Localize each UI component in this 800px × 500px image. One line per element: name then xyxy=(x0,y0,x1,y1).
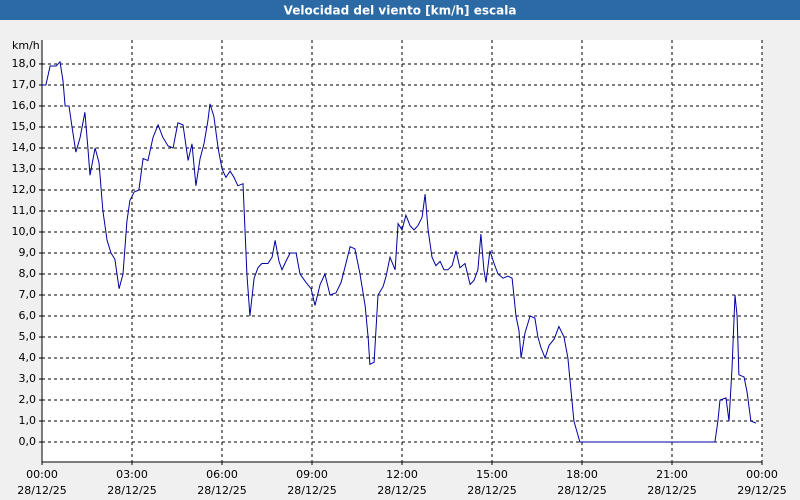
y-tick-label: 9,0 xyxy=(19,246,37,259)
x-tick-label: 21:00 xyxy=(656,468,688,481)
x-tick-date: 28/12/25 xyxy=(287,484,336,497)
y-tick-label: 6,0 xyxy=(19,309,37,322)
y-tick-label: 4,0 xyxy=(19,351,37,364)
x-tick-date: 28/12/25 xyxy=(17,484,66,497)
y-tick-label: 16,0 xyxy=(12,99,37,112)
x-tick-label: 03:00 xyxy=(116,468,148,481)
y-tick-label: 18,0 xyxy=(12,57,37,70)
y-tick-label: 12,0 xyxy=(12,183,37,196)
x-tick-label: 00:00 xyxy=(26,468,58,481)
chart-title: Velocidad del viento [km/h] escala xyxy=(284,4,517,18)
x-tick-date: 29/12/25 xyxy=(737,484,786,497)
y-tick-label: 17,0 xyxy=(12,78,37,91)
y-tick-label: 3,0 xyxy=(19,372,37,385)
x-tick-label: 18:00 xyxy=(566,468,598,481)
x-tick-date: 28/12/25 xyxy=(107,484,156,497)
data-line xyxy=(42,60,757,443)
y-axis-label: km/h xyxy=(12,39,40,52)
y-tick-label: 13,0 xyxy=(12,162,37,175)
x-tick-label: 15:00 xyxy=(476,468,508,481)
y-tick-label: 0,0 xyxy=(19,435,37,448)
x-tick-label: 09:00 xyxy=(296,468,328,481)
y-tick-label: 15,0 xyxy=(12,120,37,133)
y-tick-label: 2,0 xyxy=(19,393,37,406)
y-tick-label: 1,0 xyxy=(19,414,37,427)
x-tick-label: 00:00 xyxy=(746,468,778,481)
x-tick-date: 28/12/25 xyxy=(197,484,246,497)
x-tick-label: 12:00 xyxy=(386,468,418,481)
y-tick-label: 7,0 xyxy=(19,288,37,301)
y-tick-label: 11,0 xyxy=(12,204,37,217)
title-bar xyxy=(0,0,800,20)
y-tick-label: 5,0 xyxy=(19,330,37,343)
x-tick-date: 28/12/25 xyxy=(377,484,426,497)
y-tick-label: 10,0 xyxy=(12,225,37,238)
x-tick-date: 28/12/25 xyxy=(647,484,696,497)
x-tick-date: 28/12/25 xyxy=(467,484,516,497)
x-tick-date: 28/12/25 xyxy=(557,484,606,497)
x-tick-label: 06:00 xyxy=(206,468,238,481)
y-tick-label: 14,0 xyxy=(12,141,37,154)
y-tick-label: 8,0 xyxy=(19,267,37,280)
